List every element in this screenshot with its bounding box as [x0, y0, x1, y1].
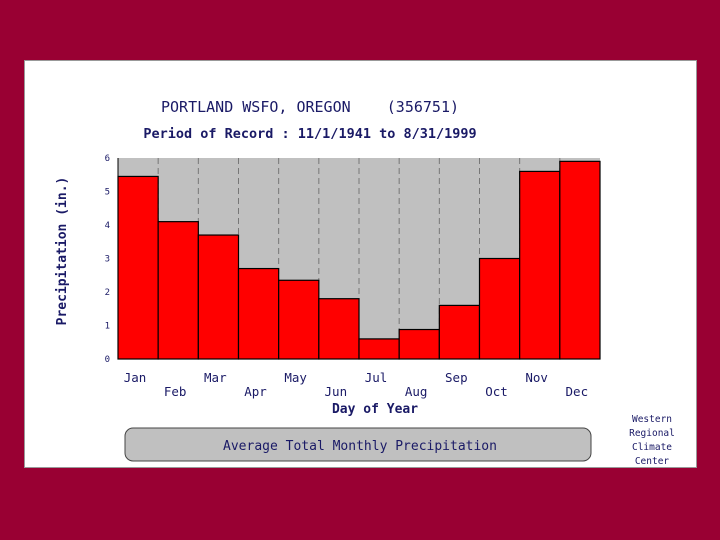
credit-line: Climate: [632, 442, 672, 453]
bar-may: [278, 279, 320, 360]
chart-title: PORTLAND WSFO, OREGON (356751): [161, 98, 459, 116]
bar-dec: [559, 160, 601, 360]
x-axis-label: Day of Year: [332, 402, 418, 417]
y-axis-label: Precipitation (in.): [55, 177, 70, 326]
x-tick-label: Dec: [566, 384, 589, 399]
chart-caption: Average Total Monthly Precipitation: [223, 439, 497, 454]
precipitation-chart: PORTLAND WSFO, OREGON (356751) Period of…: [55, 98, 675, 467]
bar-sep: [438, 304, 481, 360]
x-tick-label: Aug: [405, 384, 428, 399]
credit-line: Center: [635, 456, 670, 467]
y-tick-label: 6: [105, 154, 110, 164]
y-tick-label: 3: [105, 255, 110, 265]
y-tick-label: 1: [105, 322, 110, 332]
x-tick-label: May: [284, 370, 307, 385]
x-tick-label: Oct: [485, 384, 508, 399]
credit-block: Western Regional Climate Center: [629, 414, 675, 467]
plot-area: 0 1 2 3 4 5 6 Jan Feb Mar Apr May Jun Jul Aug Sep Oct Nov…: [105, 154, 601, 399]
bar-nov: [519, 170, 561, 360]
x-tick-label: Feb: [164, 384, 187, 399]
y-tick-label: 5: [105, 188, 110, 198]
bar-oct: [478, 257, 521, 360]
bar-jun: [318, 298, 360, 360]
x-tick-label: Mar: [204, 370, 227, 385]
chart-panel: PORTLAND WSFO, OREGON (356751) Period of…: [24, 60, 697, 468]
bar-feb: [157, 221, 199, 360]
y-tick-label: 2: [105, 288, 110, 298]
bar-mar: [197, 234, 240, 360]
x-tick-label: Sep: [445, 370, 468, 385]
x-tick-label: Jul: [365, 370, 388, 385]
chart-subtitle: Period of Record : 11/1/1941 to 8/31/199…: [143, 126, 476, 142]
bar-jan: [117, 175, 159, 360]
y-tick-label: 0: [105, 355, 110, 365]
bar-jul: [358, 338, 400, 360]
x-tick-label: Jan: [124, 370, 147, 385]
x-tick-label: Apr: [244, 384, 267, 399]
credit-line: Western: [632, 414, 672, 425]
caption-box: [124, 427, 592, 462]
bar-aug: [398, 328, 440, 360]
y-tick-label: 4: [105, 221, 110, 231]
bar-apr: [237, 267, 280, 360]
credit-line: Regional: [629, 428, 675, 439]
x-tick-label: Jun: [325, 384, 348, 399]
x-tick-label: Nov: [525, 370, 548, 385]
